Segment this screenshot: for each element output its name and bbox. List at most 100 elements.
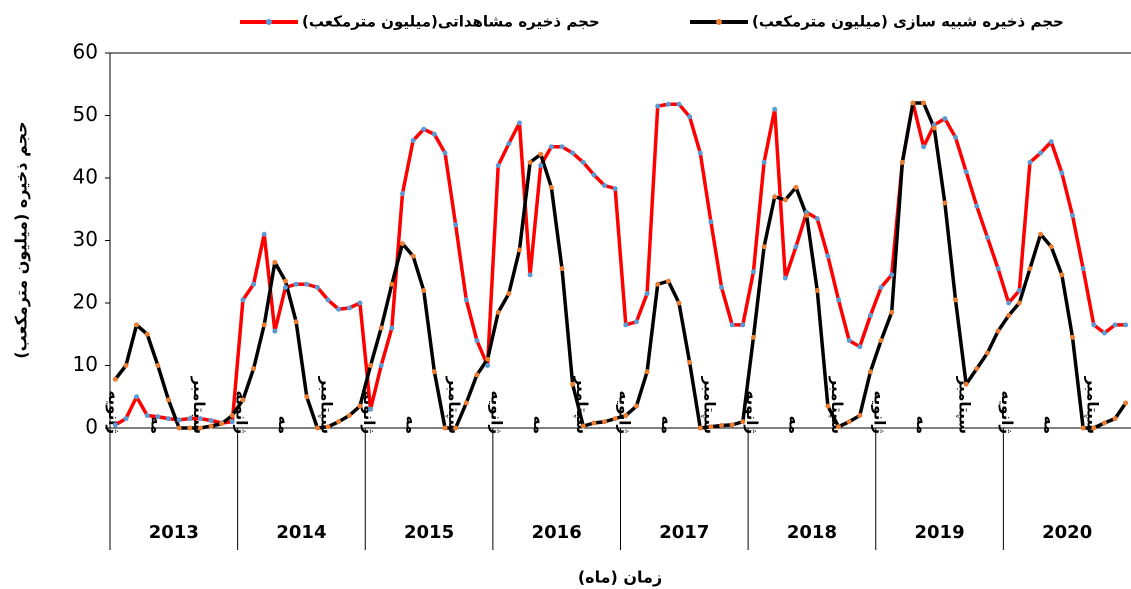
series-point [687, 114, 693, 120]
series-point [389, 281, 395, 287]
series-point [155, 414, 161, 420]
series-point [1101, 330, 1107, 336]
series-point [687, 359, 693, 365]
x-tick-label: سپتامبر [572, 376, 591, 434]
series-point [825, 253, 831, 259]
series-point [251, 366, 257, 372]
series-point [580, 159, 586, 165]
series-point [580, 423, 586, 429]
series-point [272, 328, 278, 334]
series-point [134, 322, 140, 328]
series-point [878, 338, 884, 343]
series-point [1048, 244, 1054, 250]
year-label: 2018 [787, 522, 837, 543]
x-tick-label: مه [785, 416, 803, 434]
series-point [559, 266, 565, 272]
series-point [1016, 300, 1022, 306]
series-point [474, 372, 480, 378]
y-tick-label: 0 [85, 415, 98, 439]
series-point [516, 120, 522, 126]
series-point [867, 369, 873, 375]
series-point [346, 413, 352, 418]
series-point [272, 259, 278, 265]
y-tick-label: 10 [73, 352, 98, 376]
series-point [708, 424, 714, 430]
series-point [602, 419, 608, 425]
series-point [570, 150, 576, 156]
x-tick-label: سپتامبر [444, 376, 463, 434]
series-point [665, 101, 671, 107]
series-point [814, 216, 820, 222]
series-point [187, 425, 193, 431]
series-point [219, 421, 225, 427]
series-point [1091, 425, 1097, 431]
series-point [750, 334, 756, 340]
series-point [963, 169, 969, 175]
series-point [336, 419, 342, 425]
series-point [1112, 322, 1118, 328]
x-tick-label: ژانویه [743, 390, 761, 434]
series-point [378, 325, 384, 331]
series-point [261, 231, 267, 237]
series-point [612, 186, 618, 192]
series-point [1027, 266, 1033, 272]
series-point [836, 424, 842, 430]
series-point [899, 159, 905, 165]
series-point [399, 241, 405, 247]
series-point [176, 417, 182, 423]
series-point [378, 363, 384, 368]
series-point [623, 322, 629, 328]
series-point [676, 300, 682, 306]
series-point [282, 278, 288, 284]
year-label: 2016 [532, 522, 582, 543]
series-point [772, 194, 778, 200]
series-point [357, 300, 363, 306]
series-point [633, 319, 639, 325]
series-point [612, 416, 618, 422]
series-point [463, 400, 469, 406]
legend-label: حجم ذخیره شبیه سازی (میلیون مترمکعب) [752, 13, 1064, 31]
series-point [506, 141, 512, 147]
x-tick-label: ژانویه [998, 390, 1016, 434]
series-point [1123, 322, 1129, 328]
year-label: 2019 [915, 522, 965, 543]
legend-marker [266, 19, 272, 25]
series-point [187, 416, 193, 422]
series-point [442, 425, 448, 431]
series-point [442, 150, 448, 156]
series-point [697, 150, 703, 156]
series-point [995, 266, 1001, 272]
series-point [782, 197, 788, 203]
series-point [144, 331, 150, 337]
series-point [123, 416, 129, 422]
series-point [814, 288, 820, 293]
series-point [538, 151, 544, 157]
year-label: 2013 [149, 522, 199, 543]
series-point [155, 363, 161, 368]
series-point [719, 284, 725, 290]
x-tick-label: مه [658, 416, 676, 434]
x-tick-label: مه [403, 416, 421, 434]
series-point [421, 126, 427, 132]
series-point [1080, 425, 1086, 431]
year-label: 2020 [1042, 522, 1092, 543]
series-point [410, 253, 416, 259]
series-point [197, 416, 203, 422]
x-tick-label: سپتامبر [317, 376, 336, 434]
series-point [857, 344, 863, 350]
y-axis-label: حجم ذخیره (میلیون مترمکعب) [12, 121, 31, 358]
x-tick-label: سپتامبر [189, 376, 208, 434]
legend-label: حجم ذخیره مشاهداتی(میلیون مترمکعب) [302, 13, 600, 31]
series-point [740, 419, 746, 425]
x-tick-label: مه [530, 416, 548, 434]
series-point [431, 131, 437, 137]
series-point [772, 106, 778, 112]
series-point [910, 100, 916, 106]
series-point [229, 419, 235, 425]
series-point [921, 100, 927, 106]
series-point [846, 338, 852, 343]
series-point [761, 244, 767, 250]
series-point [867, 313, 873, 318]
series-point [644, 291, 650, 297]
series-line [113, 101, 1128, 430]
